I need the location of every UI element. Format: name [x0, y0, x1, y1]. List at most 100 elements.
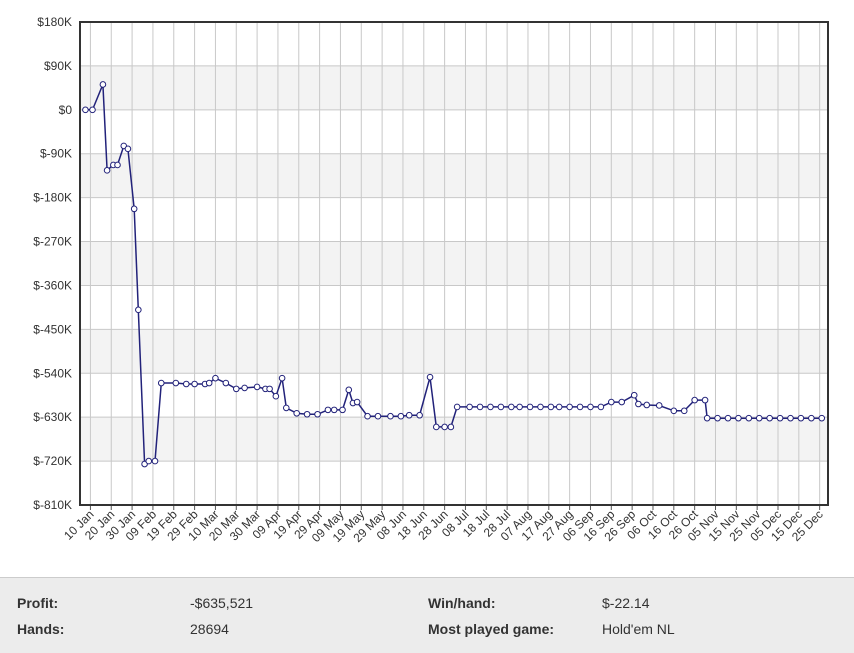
point: [735, 414, 742, 422]
point: [776, 414, 784, 422]
point: [353, 398, 361, 406]
y-tick-label: $90K: [44, 59, 72, 73]
point: [755, 414, 763, 422]
point: [103, 167, 111, 174]
point: [182, 380, 190, 388]
point: [151, 457, 159, 465]
stat-label: Profit:: [17, 595, 59, 611]
point: [441, 423, 448, 431]
point: [630, 391, 638, 399]
point: [537, 403, 544, 411]
y-tick-label: $0: [59, 103, 73, 117]
chart: $180K $90K $0 $-90K $-180K $-270K $-360K $-450K…: [33, 15, 829, 545]
y-tick-label: $-450K: [33, 322, 72, 336]
point: [82, 106, 89, 114]
point: [345, 386, 353, 394]
point: [787, 414, 794, 422]
y-tick-label: $-810K: [33, 498, 72, 512]
point: [212, 374, 219, 382]
point: [172, 379, 180, 387]
point: [576, 403, 584, 411]
point: [314, 410, 321, 418]
point: [157, 379, 165, 387]
y-tick-label: $-180K: [33, 191, 72, 205]
point: [114, 161, 121, 169]
point: [397, 412, 405, 420]
point: [587, 403, 594, 411]
y-tick-label: $-720K: [33, 454, 72, 468]
point: [205, 379, 213, 387]
y-tick-label: $180K: [37, 15, 72, 29]
point: [566, 403, 573, 411]
point: [608, 398, 615, 406]
grid-band: [80, 329, 828, 374]
point: [303, 410, 311, 418]
point: [293, 409, 300, 417]
stat-label: Most played game:: [428, 621, 555, 637]
point: [99, 81, 107, 88]
point: [453, 403, 461, 411]
point: [618, 398, 626, 406]
point: [745, 414, 753, 422]
stat-value: 28694: [190, 621, 229, 637]
point: [324, 406, 332, 414]
point: [130, 205, 138, 213]
grid-band: [80, 241, 828, 286]
stat-label: Win/hand:: [428, 595, 496, 611]
point: [497, 403, 505, 411]
point: [701, 396, 709, 404]
point: [797, 414, 805, 422]
point: [278, 374, 286, 382]
stat-value: Hold'em NL: [602, 621, 675, 637]
y-tick-label: $-630K: [33, 410, 72, 424]
point: [135, 306, 142, 314]
point: [145, 457, 153, 465]
point: [89, 106, 96, 114]
point: [818, 414, 826, 422]
point: [364, 412, 371, 420]
point: [547, 403, 555, 411]
point: [330, 406, 338, 414]
grid-band: [80, 153, 828, 198]
y-tick-label: $-540K: [33, 366, 72, 380]
stat-value: $-22.14: [602, 595, 650, 611]
point: [703, 414, 711, 422]
point: [339, 406, 346, 414]
point: [447, 423, 455, 431]
point: [432, 423, 440, 431]
point: [766, 414, 773, 422]
point: [808, 414, 815, 422]
y-tick-label: $-360K: [33, 278, 72, 292]
point: [487, 403, 494, 411]
stat-label: Hands:: [17, 621, 65, 637]
point: [670, 407, 678, 415]
point: [655, 402, 663, 409]
point: [387, 412, 394, 420]
point: [724, 414, 732, 422]
stats-panel: Profit: -$635,521 Win/hand: $-22.14 Hand…: [0, 577, 854, 653]
point: [476, 403, 484, 411]
point: [526, 403, 534, 411]
point: [124, 145, 132, 153]
plot-border: [79, 21, 829, 506]
point: [555, 403, 563, 411]
point: [374, 412, 382, 420]
y-tick-label: $-270K: [33, 235, 72, 249]
y-tick-label: $-90K: [40, 147, 72, 161]
point: [714, 414, 721, 422]
point: [272, 392, 280, 400]
point: [282, 404, 290, 412]
point: [266, 385, 273, 393]
point: [507, 403, 515, 411]
grid-band: [80, 417, 828, 462]
point: [191, 380, 198, 388]
point: [691, 396, 698, 404]
point: [643, 401, 651, 409]
point: [405, 411, 413, 419]
point: [597, 403, 605, 411]
point: [680, 407, 688, 415]
point: [426, 373, 434, 381]
point: [253, 383, 261, 391]
stat-value: -$635,521: [190, 595, 254, 611]
